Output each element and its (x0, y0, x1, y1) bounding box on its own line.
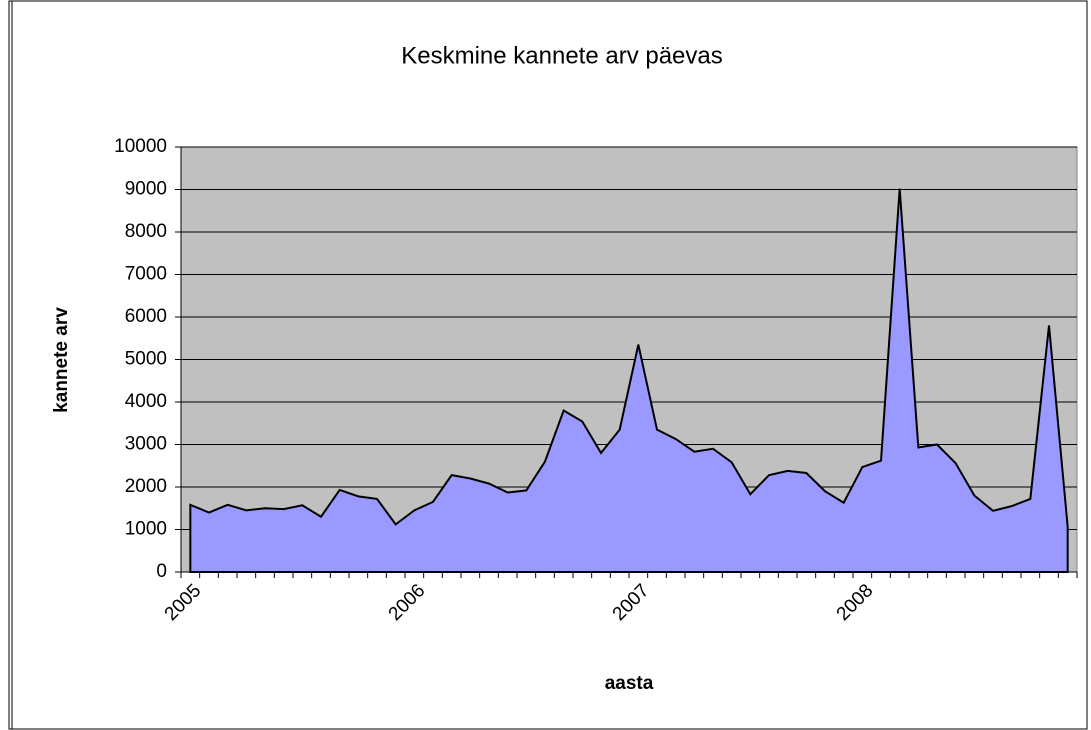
y-tick-label: 9000 (125, 179, 167, 200)
y-tick-label: 8000 (125, 221, 167, 242)
y-tick-label: 2000 (125, 476, 167, 497)
y-tick-label: 5000 (125, 349, 167, 370)
y-tick-label: 3000 (125, 434, 167, 455)
y-tick-label: 4000 (125, 391, 167, 412)
y-tick-label: 7000 (125, 264, 167, 285)
y-tick-label: 1000 (125, 519, 167, 540)
y-tick-label: 10000 (114, 136, 167, 157)
x-axis-label: aasta (605, 673, 654, 694)
chart-title: Keskmine kannete arv päevas (401, 42, 723, 69)
y-tick-label: 0 (156, 561, 167, 582)
y-tick-label: 6000 (125, 306, 167, 327)
y-axis-label: kannete arv (51, 307, 72, 413)
area (189, 188, 1069, 573)
